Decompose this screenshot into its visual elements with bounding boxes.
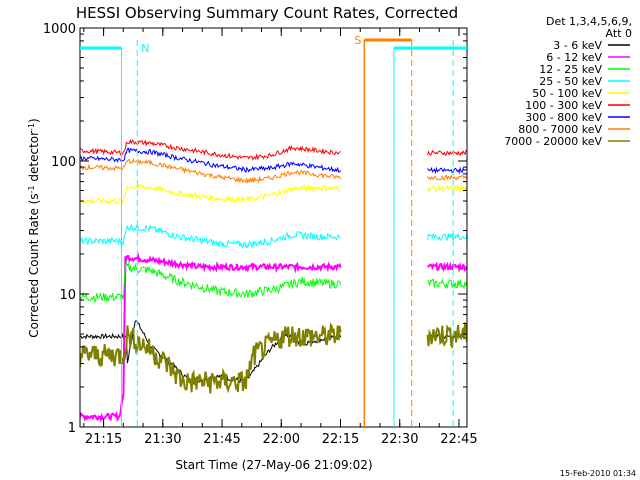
y-axis-label-exp-1: -1 bbox=[27, 185, 36, 193]
legend-header-line-1: Det 1,3,4,5,6,9, bbox=[546, 15, 632, 28]
legend-label-4: 50 - 100 keV bbox=[532, 87, 602, 100]
legend-label-7: 800 - 7000 keV bbox=[518, 123, 602, 136]
series-line-3 bbox=[80, 222, 467, 250]
annotation-label-s: S bbox=[354, 34, 361, 47]
legend-label-3: 25 - 50 keV bbox=[539, 75, 602, 88]
y-axis-label-exp-2: -1 bbox=[27, 123, 36, 131]
x-tick-label-6: 22:45 bbox=[440, 432, 477, 447]
data-layer bbox=[80, 139, 467, 423]
y-tick-label-1: 10 bbox=[59, 288, 76, 303]
y-tick-label-2: 100 bbox=[51, 155, 76, 170]
x-tick-label-5: 22:30 bbox=[381, 432, 418, 447]
legend-label-0: 3 - 6 keV bbox=[553, 39, 602, 52]
chart-title: HESSI Observing Summary Count Rates, Cor… bbox=[76, 4, 458, 22]
generation-timestamp: 15-Feb-2010 01:34 bbox=[560, 469, 636, 478]
series-line-2 bbox=[80, 261, 467, 304]
series-line-1 bbox=[80, 252, 467, 423]
annotations-layer: NS bbox=[80, 34, 467, 427]
y-axis-label-part-2: detector bbox=[27, 131, 41, 186]
x-tick-label-3: 22:00 bbox=[263, 432, 300, 447]
x-tick-label-2: 21:45 bbox=[203, 432, 240, 447]
x-axis-label: Start Time (27-May-06 21:09:02) bbox=[175, 458, 372, 472]
annotation-label-n: N bbox=[141, 42, 149, 55]
y-tick-label-0: 1 bbox=[68, 421, 76, 436]
y-axis-label-part-3: ) bbox=[27, 118, 41, 123]
legend-label-6: 300 - 800 keV bbox=[525, 111, 602, 124]
series-line-7 bbox=[80, 158, 467, 184]
legend-label-2: 12 - 25 keV bbox=[539, 63, 602, 76]
x-tick-label-4: 22:15 bbox=[322, 432, 359, 447]
y-axis-label-part-1: Corrected Count Rate (s bbox=[27, 193, 41, 337]
axes: 21:15 21:30 21:45 22:00 22:15 22:30 22:45 1 10 10… bbox=[43, 22, 478, 447]
series-line-0 bbox=[80, 320, 467, 385]
y-axis-label: Corrected Count Rate (s-1 detector-1) bbox=[27, 118, 42, 337]
series-line-4 bbox=[80, 183, 467, 205]
y-tick-label-3: 1000 bbox=[43, 22, 76, 37]
series-line-5 bbox=[80, 139, 467, 161]
series-line-8 bbox=[80, 321, 467, 394]
plot-frame bbox=[79, 27, 468, 428]
series-line-6 bbox=[80, 147, 467, 175]
legend-label-1: 6 - 12 keV bbox=[546, 51, 602, 64]
legend-label-5: 100 - 300 keV bbox=[525, 99, 602, 112]
x-tick-label-1: 21:30 bbox=[144, 432, 181, 447]
legend-label-8: 7000 - 20000 keV bbox=[504, 135, 602, 148]
x-tick-label-0: 21:15 bbox=[85, 432, 122, 447]
legend-header-line-2: Att 0 bbox=[606, 27, 632, 40]
